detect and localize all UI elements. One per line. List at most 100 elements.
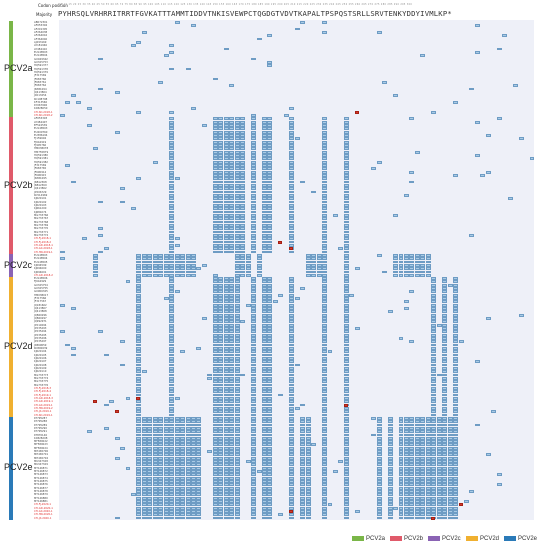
mutation-cell bbox=[322, 190, 328, 194]
mutation-cell bbox=[240, 144, 246, 147]
strain-label: JX506729 bbox=[34, 190, 47, 194]
mutation-cell bbox=[425, 273, 431, 277]
mutation-cell bbox=[262, 237, 267, 241]
mutation-cell bbox=[322, 144, 328, 147]
mutation-cell bbox=[229, 140, 235, 144]
mutation-cell bbox=[229, 230, 235, 234]
mutation-cell bbox=[169, 250, 175, 254]
mutation-cell bbox=[212, 174, 218, 177]
mutation-cell bbox=[120, 187, 125, 191]
mutation-cell bbox=[251, 147, 257, 151]
mutation-cell bbox=[234, 120, 240, 124]
mutation-cell bbox=[240, 273, 246, 277]
mutation-cell bbox=[240, 200, 246, 204]
mutation-cell bbox=[322, 217, 328, 221]
mutation-cell bbox=[343, 167, 349, 171]
mutation-cell bbox=[229, 154, 235, 157]
mutation-cell bbox=[300, 516, 306, 520]
strain-label: MG733770 bbox=[34, 227, 49, 231]
mutation-cell bbox=[174, 237, 180, 241]
mutation-cell bbox=[234, 150, 240, 154]
mutation-cell bbox=[169, 170, 175, 174]
mutation-cell bbox=[322, 223, 328, 227]
mutation-cell bbox=[251, 243, 257, 247]
mutation-cell bbox=[218, 120, 224, 124]
mutation-cell bbox=[240, 237, 246, 241]
mutation-cell bbox=[212, 164, 218, 167]
mutation-cell bbox=[289, 217, 295, 221]
mutation-cell bbox=[371, 167, 377, 171]
mutation-cell bbox=[141, 516, 147, 520]
mutation-cell bbox=[218, 164, 224, 167]
mutation-cell bbox=[169, 237, 175, 241]
mutation-cell bbox=[103, 353, 109, 357]
mutation-cell bbox=[458, 340, 464, 344]
mutation-cell bbox=[393, 94, 398, 97]
mutation-cell bbox=[343, 213, 349, 217]
mutation-cell bbox=[289, 250, 295, 254]
mutation-cell bbox=[240, 134, 246, 137]
mutation-cell bbox=[343, 217, 349, 221]
mutation-cell bbox=[240, 137, 246, 141]
mutation-cell bbox=[114, 436, 120, 440]
legend-item-pcv2e: PCV2e bbox=[504, 536, 537, 542]
mutation-cell bbox=[218, 130, 224, 134]
mutation-cell bbox=[485, 170, 491, 174]
mutation-cell bbox=[251, 57, 257, 61]
mutation-cell bbox=[343, 120, 349, 124]
mutation-cell bbox=[229, 237, 235, 241]
strain-label: JF683762 bbox=[34, 84, 47, 88]
mutation-cell bbox=[218, 230, 224, 234]
mutation-cell bbox=[141, 273, 147, 277]
mutation-cell bbox=[136, 177, 142, 181]
mutation-cell bbox=[169, 137, 175, 141]
mutation-cell bbox=[409, 117, 415, 121]
mutation-cell bbox=[262, 516, 267, 520]
strain-label: AY181946 bbox=[34, 44, 48, 48]
mutation-cell bbox=[294, 27, 300, 31]
mutation-cell bbox=[262, 147, 267, 151]
mutation-cell bbox=[305, 516, 311, 520]
strain-label: JX013254 bbox=[34, 94, 47, 98]
mutation-cell bbox=[223, 160, 229, 164]
mutation-cell bbox=[267, 130, 273, 134]
strain-label: AF264038 bbox=[34, 30, 48, 34]
mutation-cell bbox=[191, 273, 196, 277]
strain-label: AF055394 bbox=[34, 24, 48, 28]
mutation-cell bbox=[289, 117, 295, 121]
mutation-cell bbox=[65, 164, 71, 167]
mutation-cell bbox=[393, 273, 398, 277]
strain-label: JF683761 bbox=[34, 80, 47, 84]
mutation-cell bbox=[294, 297, 300, 300]
mutation-cell bbox=[251, 124, 257, 127]
mutation-cell bbox=[229, 184, 235, 187]
mutation-cell bbox=[223, 230, 229, 234]
mutation-cell bbox=[240, 247, 246, 251]
mutation-cell bbox=[267, 140, 273, 144]
mutation-cell bbox=[174, 177, 180, 181]
strain-label: AB072301 bbox=[34, 21, 48, 24]
mutation-cell bbox=[403, 307, 409, 310]
mutation-cell bbox=[174, 290, 180, 294]
legend-item-pcv2a: PCV2a bbox=[352, 536, 385, 542]
mutation-cell bbox=[234, 154, 240, 157]
mutation-cell bbox=[212, 233, 218, 237]
mutation-cell bbox=[169, 124, 175, 127]
mutation-cell bbox=[289, 200, 295, 204]
mutation-cell bbox=[229, 203, 235, 207]
mutation-cell bbox=[169, 233, 175, 237]
mutation-cell bbox=[442, 516, 448, 520]
mutation-cell bbox=[60, 330, 65, 334]
mutation-cell bbox=[212, 180, 218, 184]
mutation-cell bbox=[332, 470, 338, 473]
mutation-cell bbox=[267, 134, 273, 137]
mutation-cell bbox=[311, 273, 317, 277]
mutation-cell bbox=[485, 134, 491, 137]
mutation-cell bbox=[267, 187, 273, 191]
mutation-cell bbox=[289, 130, 295, 134]
strain-label: EU148503 bbox=[34, 50, 48, 54]
strain-label: HM755879 bbox=[34, 150, 49, 154]
mutation-cell bbox=[180, 516, 186, 520]
mutation-cell bbox=[289, 184, 295, 187]
mutation-cell bbox=[496, 117, 502, 121]
